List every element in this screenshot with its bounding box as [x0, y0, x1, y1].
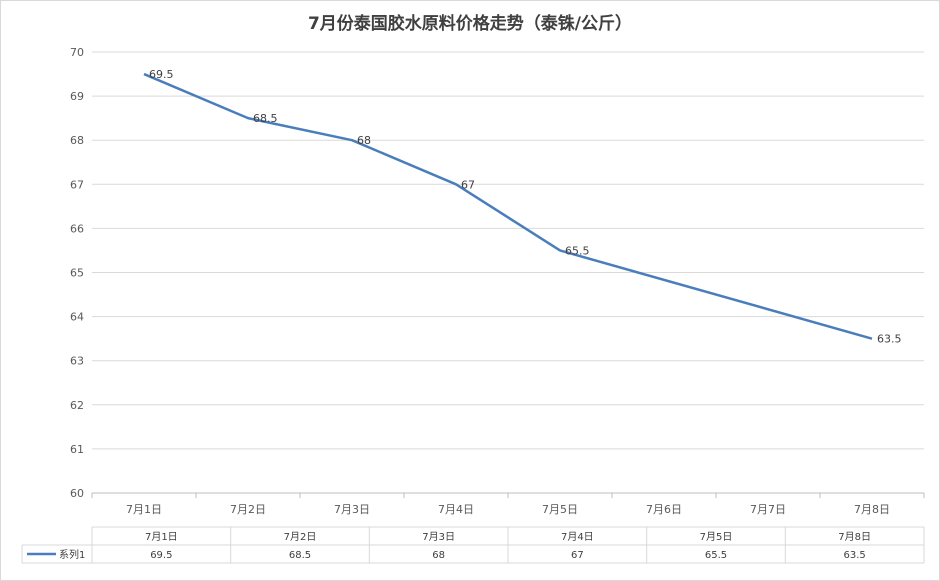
- table-series-name: 系列1: [59, 548, 85, 561]
- table-header-cell: 7月2日: [284, 531, 317, 543]
- table-header-cell: 7月8日: [838, 531, 871, 543]
- table-header-cell: 7月3日: [422, 531, 455, 543]
- x-tick-label: 7月7日: [750, 503, 786, 516]
- y-tick-label: 67: [70, 178, 84, 191]
- table-header-cell: 7月1日: [145, 531, 178, 543]
- x-tick-label: 7月2日: [230, 503, 266, 516]
- y-tick-label: 61: [70, 443, 84, 456]
- x-tick-label: 7月1日: [126, 503, 162, 516]
- y-tick-label: 65: [70, 267, 84, 280]
- y-tick-label: 68: [70, 134, 84, 147]
- table-value-cell: 65.5: [705, 550, 727, 561]
- y-tick-label: 70: [70, 46, 84, 59]
- x-tick-label: 7月8日: [854, 503, 890, 516]
- y-tick-label: 60: [70, 487, 84, 500]
- data-label: 67: [461, 178, 475, 191]
- y-tick-label: 64: [70, 311, 84, 324]
- data-label: 69.5: [149, 68, 174, 81]
- data-label: 68: [357, 134, 371, 147]
- x-tick-label: 7月4日: [438, 503, 474, 516]
- chart-title: 7月份泰国胶水原料价格走势（泰铢/公斤）: [307, 14, 633, 34]
- data-label: 65.5: [565, 244, 590, 257]
- table-value-cell: 63.5: [844, 550, 866, 561]
- x-tick-label: 7月5日: [542, 503, 578, 516]
- x-tick-label: 7月3日: [334, 503, 370, 516]
- table-value-cell: 68.5: [289, 550, 311, 561]
- table-value-cell: 67: [571, 550, 584, 561]
- x-tick-label: 7月6日: [646, 503, 682, 516]
- y-tick-label: 66: [70, 222, 84, 235]
- table-value-cell: 69.5: [150, 550, 172, 561]
- data-label: 68.5: [253, 112, 278, 125]
- table-header-cell: 7月5日: [700, 531, 733, 543]
- y-tick-label: 69: [70, 90, 84, 103]
- y-tick-label: 62: [70, 399, 84, 412]
- table-value-cell: 68: [432, 550, 445, 561]
- data-label: 63.5: [877, 333, 902, 346]
- y-tick-label: 63: [70, 355, 84, 368]
- series-line: [143, 72, 873, 340]
- table-header-cell: 7月4日: [561, 531, 594, 543]
